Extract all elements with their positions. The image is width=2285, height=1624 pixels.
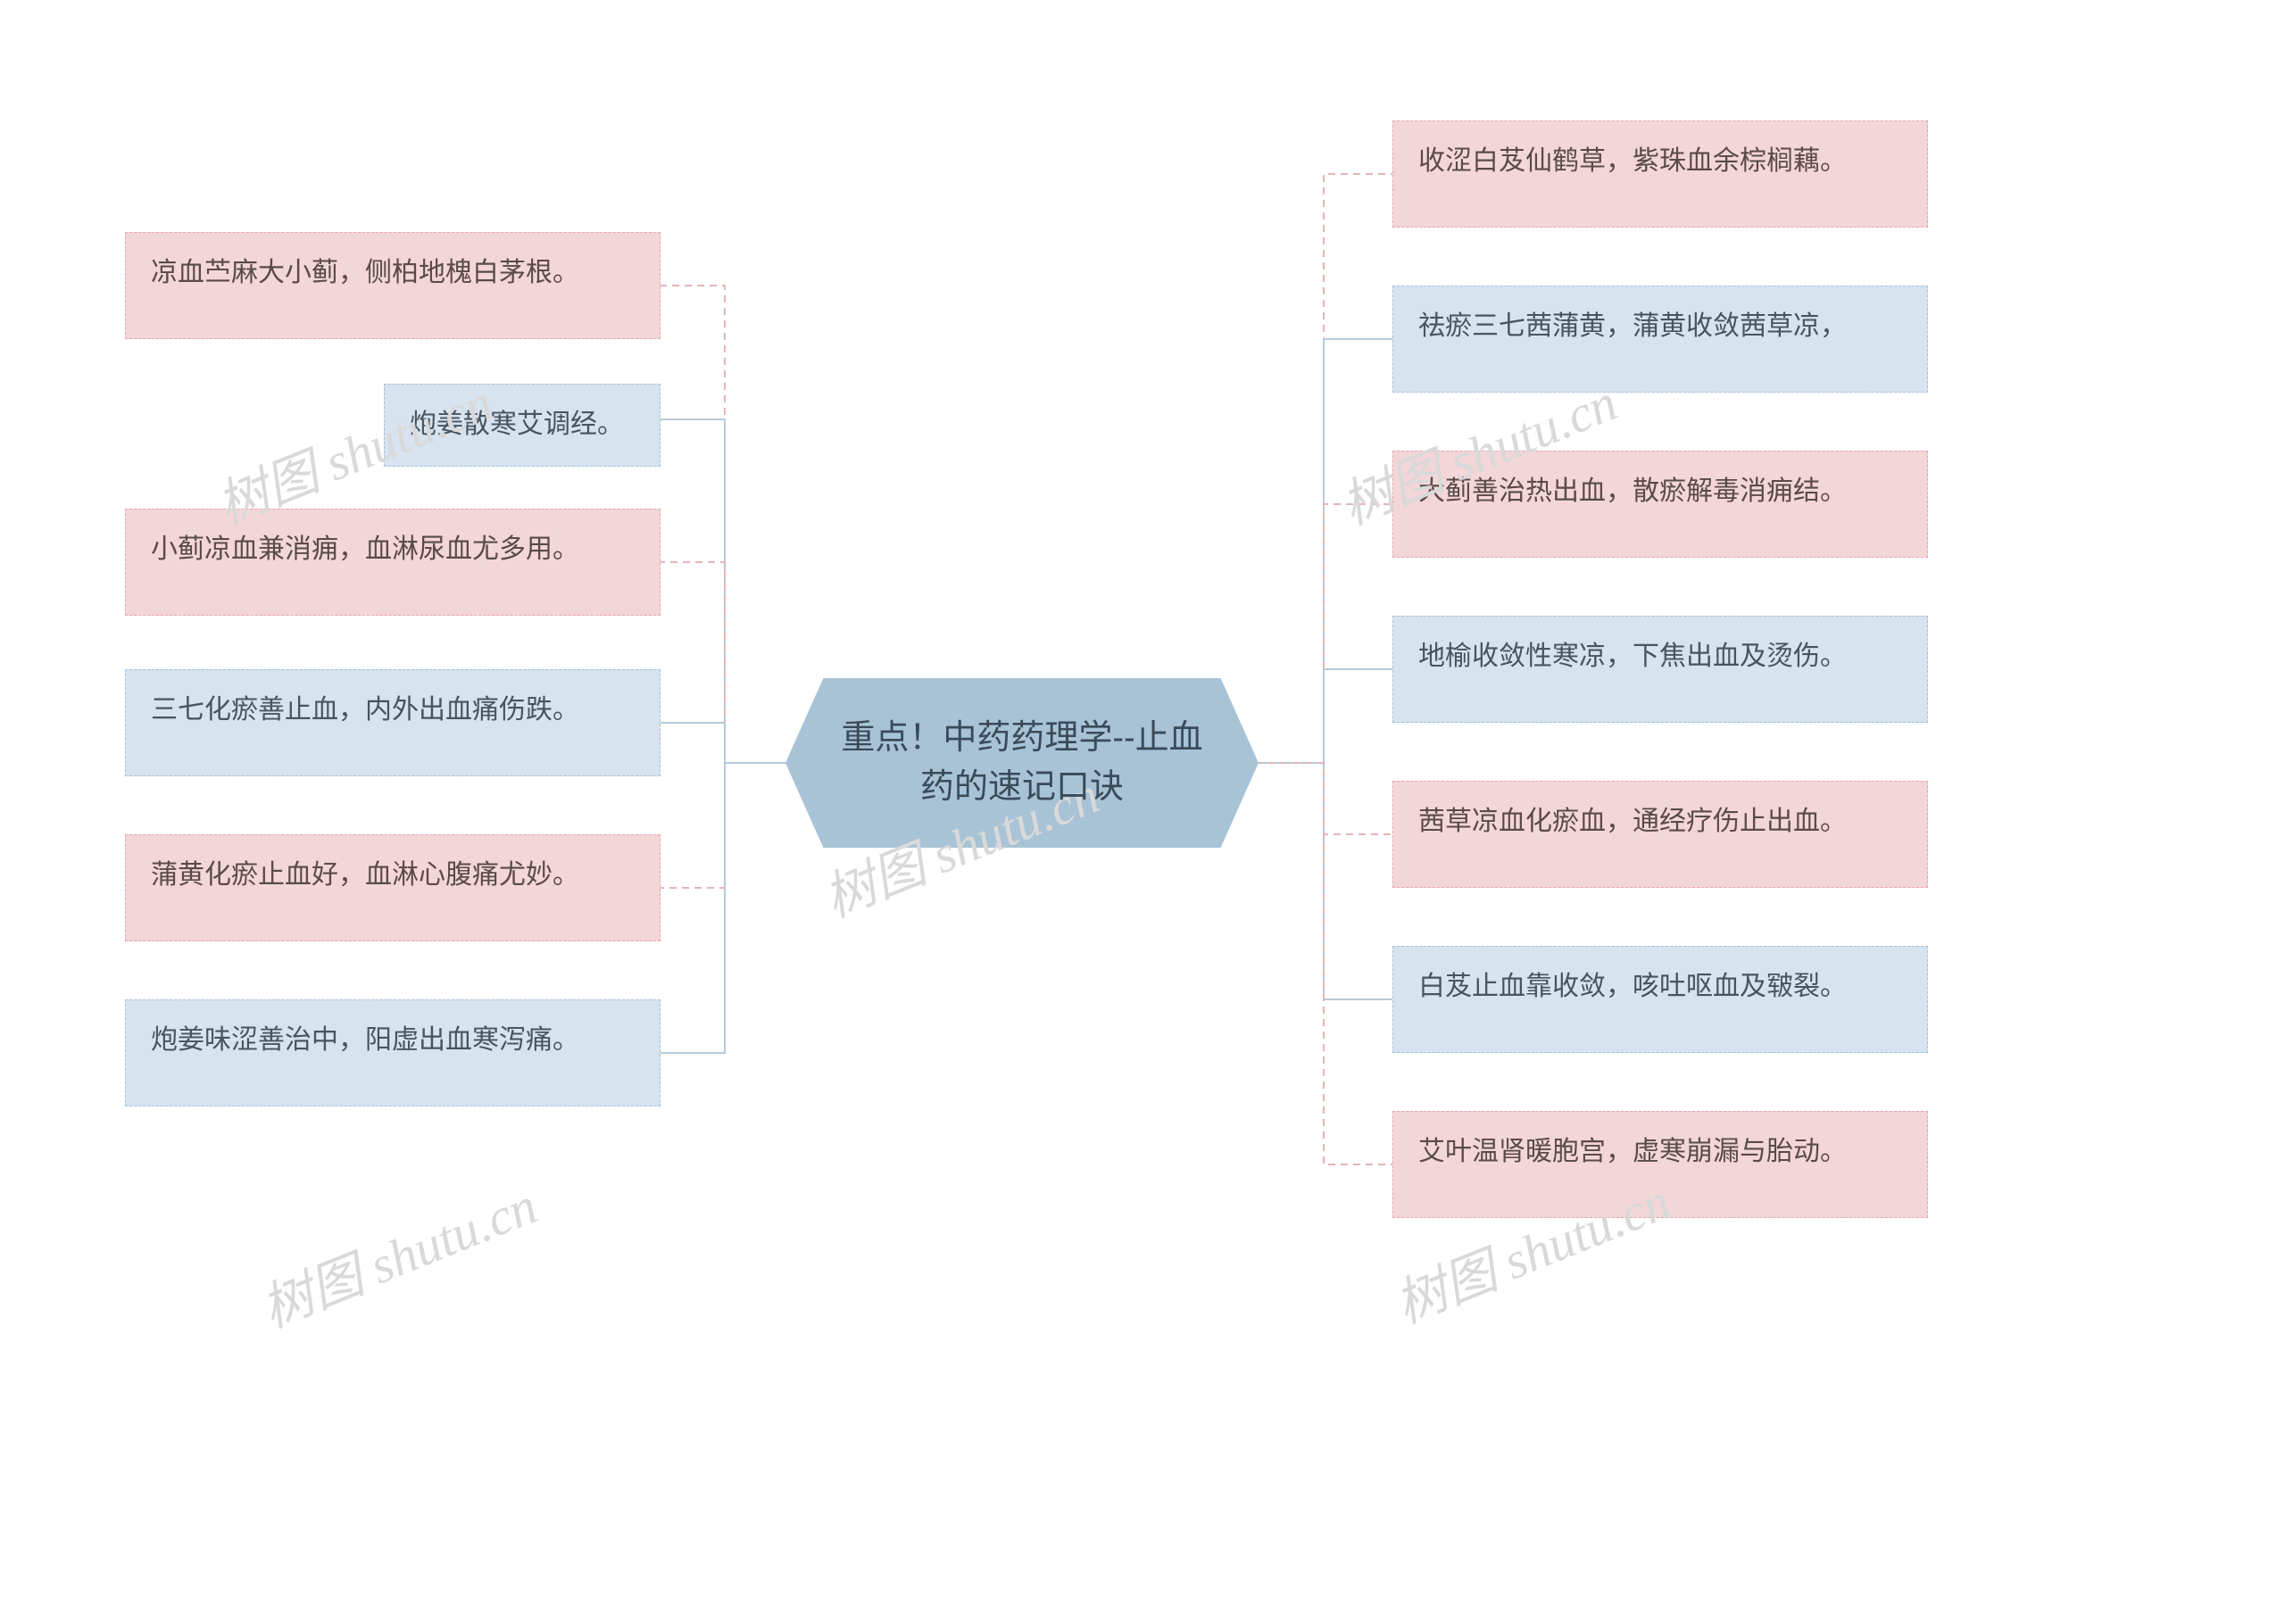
mindmap-canvas: 重点！中药药理学--止血药的速记口诀 凉血苎麻大小蓟，侧柏地槐白茅根。炮姜散寒艾… bbox=[0, 0, 2285, 1624]
right-node: 白芨止血靠收敛，咳吐呕血及皲裂。 bbox=[1392, 946, 1928, 1053]
watermark: 树图 shutu.cn bbox=[249, 1164, 546, 1342]
right-node: 茜草凉血化瘀血，通经疗伤止出血。 bbox=[1392, 781, 1928, 888]
right-node: 祛瘀三七茜蒲黄，蒲黄收敛茜草凉， bbox=[1392, 286, 1928, 393]
left-node: 炮姜味涩善治中，阳虚出血寒泻痛。 bbox=[125, 999, 661, 1106]
right-node-text: 艾叶温肾暖胞宫，虚寒崩漏与胎动。 bbox=[1418, 1131, 1847, 1173]
left-node-text: 小蓟凉血兼消痈，血淋尿血尤多用。 bbox=[151, 529, 579, 571]
left-node-text: 凉血苎麻大小蓟，侧柏地槐白茅根。 bbox=[151, 253, 579, 294]
right-node-text: 地榆收敛性寒凉，下焦出血及烫伤。 bbox=[1418, 636, 1847, 678]
center-node: 重点！中药药理学--止血药的速记口诀 bbox=[785, 678, 1259, 848]
right-node: 大蓟善治热出血，散瘀解毒消痈结。 bbox=[1392, 451, 1928, 558]
right-node-text: 白芨止血靠收敛，咳吐呕血及皲裂。 bbox=[1418, 966, 1847, 1008]
right-node-text: 收涩白芨仙鹤草，紫珠血余棕榈藕。 bbox=[1418, 141, 1847, 183]
right-node: 收涩白芨仙鹤草，紫珠血余棕榈藕。 bbox=[1392, 120, 1928, 228]
left-node: 炮姜散寒艾调经。 bbox=[384, 384, 661, 467]
left-node: 小蓟凉血兼消痈，血淋尿血尤多用。 bbox=[125, 509, 661, 616]
right-node-text: 祛瘀三七茜蒲黄，蒲黄收敛茜草凉， bbox=[1418, 306, 1847, 348]
left-node-text: 炮姜味涩善治中，阳虚出血寒泻痛。 bbox=[151, 1020, 579, 1062]
left-node-text: 三七化瘀善止血，内外出血痛伤跌。 bbox=[151, 690, 579, 732]
left-node-text: 炮姜散寒艾调经。 bbox=[410, 404, 624, 446]
center-title: 重点！中药药理学--止血药的速记口诀 bbox=[785, 714, 1259, 812]
right-node-text: 茜草凉血化瘀血，通经疗伤止出血。 bbox=[1418, 801, 1847, 843]
right-node: 地榆收敛性寒凉，下焦出血及烫伤。 bbox=[1392, 616, 1928, 723]
right-node-text: 大蓟善治热出血，散瘀解毒消痈结。 bbox=[1418, 471, 1847, 513]
left-node-text: 蒲黄化瘀止血好，血淋心腹痛尤妙。 bbox=[151, 855, 579, 897]
left-node: 凉血苎麻大小蓟，侧柏地槐白茅根。 bbox=[125, 232, 661, 339]
left-node: 蒲黄化瘀止血好，血淋心腹痛尤妙。 bbox=[125, 834, 661, 941]
right-node: 艾叶温肾暖胞宫，虚寒崩漏与胎动。 bbox=[1392, 1111, 1928, 1218]
left-node: 三七化瘀善止血，内外出血痛伤跌。 bbox=[125, 669, 661, 776]
